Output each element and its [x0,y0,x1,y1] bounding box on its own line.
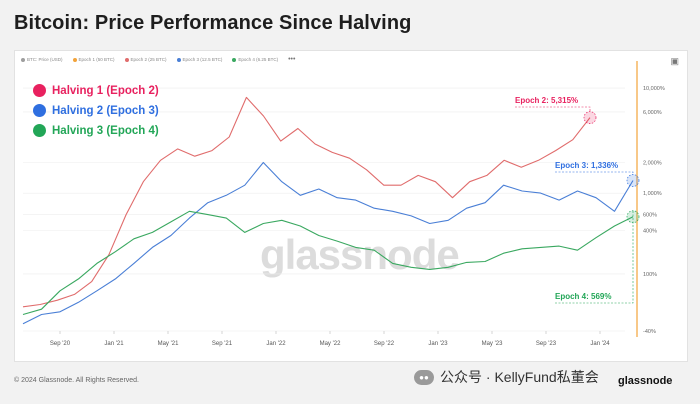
camera-icon[interactable]: ▣ [670,56,679,66]
legend-dot [72,57,77,62]
legend-label: Epoch 1 (50 BTC) [78,57,115,62]
x-tick-label: Jan '24 [590,341,610,347]
y-tick-label: 6,000% [643,110,662,116]
brand-text: 公众号 · KellyFund私董会 [440,369,599,385]
epoch-4-annotation: Epoch 4: 569% [555,292,611,301]
annotation-leader [515,106,591,112]
page-title: Bitcoin: Price Performance Since Halving [14,12,412,34]
x-tick-label: May '23 [482,341,503,347]
legend-dot [21,57,25,62]
x-tick-label: Sep '21 [212,341,233,347]
legend-dot [124,57,129,62]
end-marker [626,174,640,187]
series-legend-strip: BTC: Price (USD) Epoch 1 (50 BTC) Epoch … [21,56,295,63]
y-tick-label: 100% [643,272,657,278]
legend-label: BTC: Price (USD) [27,57,63,62]
epoch-3-line [22,161,634,325]
y-tick-label: 600% [643,213,657,219]
x-tick-label: Jan '21 [104,341,124,347]
epoch-2-line [22,96,591,308]
halving-3-label: Halving 3 (Epoch 4) [52,124,159,137]
x-tick-label: Sep '22 [374,341,395,347]
halving-2-label: Halving 2 (Epoch 3) [52,104,159,117]
legend-dot [176,57,181,62]
legend-item-btc-price[interactable]: BTC: Price (USD) [21,57,63,62]
legend-label: Epoch 2 (25 BTC) [130,57,167,62]
legend-item-epoch-3[interactable]: Epoch 3 (12.5 BTC) [176,57,223,62]
x-tick-label: Jan '22 [266,341,286,347]
y-tick-label: 10,000% [643,86,665,92]
annotation-leader [555,210,634,304]
wechat-icon: ●● [414,369,434,385]
end-marker [583,111,597,124]
y-tick-label: 400% [643,229,657,235]
halving-1-dot [33,84,46,97]
legend-item-epoch-2[interactable]: Epoch 2 (25 BTC) [124,57,167,62]
y-tick-label: 2,000% [643,160,662,166]
annotation-leader [555,171,634,175]
halving-2-dot [33,104,46,117]
chart-card: BTC: Price (USD) Epoch 1 (50 BTC) Epoch … [14,50,688,362]
legend-dot [232,57,237,62]
halving-3-dot [33,124,46,137]
legend-item-epoch-4[interactable]: Epoch 4 (6.25 BTC) [232,57,278,62]
epoch-2-annotation: Epoch 2: 5,315% [515,96,578,105]
x-tick-label: May '21 [158,341,179,347]
y-tick-label: 1,000% [643,191,662,197]
y-tick-label: -40% [643,329,656,335]
more-dots-icon[interactable]: ••• [288,56,296,63]
wechat-brand: ●● 公众号 · KellyFund私董会 [414,367,599,387]
halving-item-2: Halving 2 (Epoch 3) [33,103,159,118]
halving-item-3: Halving 3 (Epoch 4) [33,123,159,138]
x-tick-label: Jan '23 [428,341,448,347]
halving-legend: Halving 1 (Epoch 2) Halving 2 (Epoch 3) … [33,83,159,143]
legend-label: Epoch 4 (6.25 BTC) [238,57,279,62]
halving-1-label: Halving 1 (Epoch 2) [52,84,159,97]
x-tick-label: Sep '23 [536,341,557,347]
x-tick-label: Sep '20 [50,341,71,347]
epoch-3-annotation: Epoch 3: 1,336% [555,161,618,170]
price-performance-chart: 10,000% 6,000% 2,000% 1,000% 600% 400% 100% -40… [22,61,665,347]
halving-item-1: Halving 1 (Epoch 2) [33,83,159,98]
glassnode-logo: glassnode [618,375,673,387]
epoch-4-line [22,210,634,316]
legend-label: Epoch 3 (12.5 BTC) [182,57,223,62]
legend-item-epoch-1[interactable]: Epoch 1 (50 BTC) [72,57,115,62]
x-tick-label: May '22 [320,341,341,347]
watermark-text: glassnode [260,231,460,278]
copyright-footer: © 2024 Glassnode. All Rights Reserved. [14,377,140,384]
